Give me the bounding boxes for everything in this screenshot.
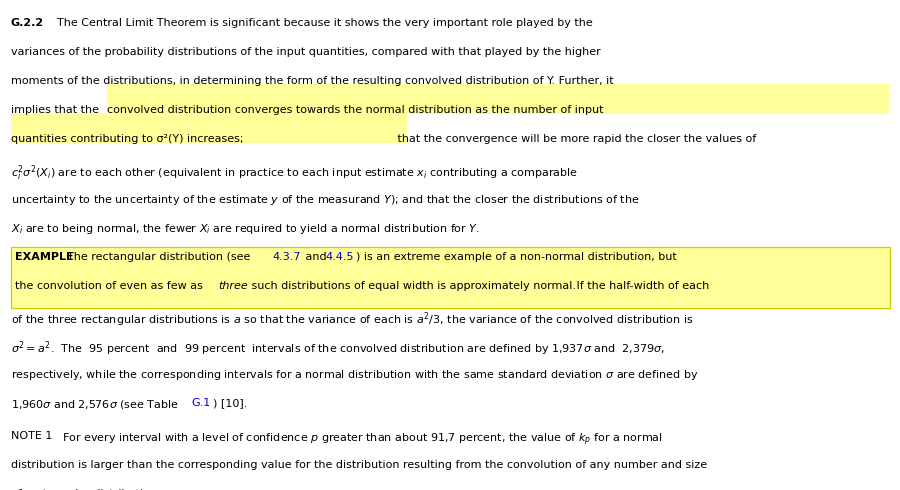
- Text: variances of the probability distributions of the input quantities, compared wit: variances of the probability distributio…: [11, 47, 600, 57]
- Text: $\sigma^2 = a^2$.  The  95 percent  and  99 percent  intervals of the convolved : $\sigma^2 = a^2$. The 95 percent and 99 …: [11, 339, 665, 358]
- Text: If the half-width of each: If the half-width of each: [573, 281, 709, 291]
- Text: implies that the: implies that the: [11, 105, 99, 115]
- Text: For every interval with a level of confidence $p$ greater than about 91,7 percen: For every interval with a level of confi…: [62, 431, 663, 447]
- Text: ) [10].: ) [10].: [213, 398, 248, 408]
- Bar: [11, 247, 890, 308]
- Text: the convolution of even as few as: the convolution of even as few as: [15, 281, 207, 291]
- Text: moments of the distributions, in determining the form of the resulting convolved: moments of the distributions, in determi…: [11, 76, 614, 86]
- Text: such distributions of equal width is approximately normal.: such distributions of equal width is app…: [248, 281, 576, 291]
- Text: that the convergence will be more rapid the closer the values of: that the convergence will be more rapid …: [394, 134, 756, 144]
- Text: convolved distribution converges towards the normal distribution as the number o: convolved distribution converges towards…: [107, 105, 604, 115]
- Text: The rectangular distribution (see: The rectangular distribution (see: [67, 252, 254, 262]
- Text: EXAMPLE: EXAMPLE: [15, 252, 74, 262]
- Text: The Central Limit Theorem is significant because it shows the very important rol: The Central Limit Theorem is significant…: [57, 18, 592, 27]
- Text: of the three rectangular distributions is $a$ so that the variance of each is $a: of the three rectangular distributions i…: [11, 310, 694, 329]
- Text: $X_i$ are to being normal, the fewer $X_i$ are required to yield a normal distri: $X_i$ are to being normal, the fewer $X_…: [11, 221, 480, 236]
- Text: G.2.2: G.2.2: [11, 18, 44, 27]
- Text: $c_i^2\sigma^2(X_i)$ are to each other (equivalent in practice to each input est: $c_i^2\sigma^2(X_i)$ are to each other (…: [11, 164, 578, 183]
- Text: distribution is larger than the corresponding value for the distribution resulti: distribution is larger than the correspo…: [11, 460, 706, 470]
- Text: G.1: G.1: [192, 398, 211, 408]
- Text: and: and: [302, 252, 330, 262]
- Bar: [107, 83, 889, 114]
- Text: quantities contributing to σ²(Y) increases;: quantities contributing to σ²(Y) increas…: [11, 134, 243, 144]
- Text: ) is an extreme example of a non-normal distribution, but: ) is an extreme example of a non-normal …: [356, 252, 676, 262]
- Text: respectively, while the corresponding intervals for a normal distribution with t: respectively, while the corresponding in…: [11, 368, 698, 383]
- Text: 4.3.7: 4.3.7: [273, 252, 302, 262]
- Text: 4.4.5: 4.4.5: [326, 252, 355, 262]
- Bar: [11, 113, 407, 143]
- Text: 1,960$\sigma$ and 2,576$\sigma$ (see Table: 1,960$\sigma$ and 2,576$\sigma$ (see Tab…: [11, 398, 179, 411]
- Text: three: three: [219, 281, 248, 291]
- Text: NOTE 1: NOTE 1: [11, 431, 52, 441]
- Text: uncertainty to the uncertainty of the estimate $y$ of the measurand $Y$); and th: uncertainty to the uncertainty of the es…: [11, 193, 639, 207]
